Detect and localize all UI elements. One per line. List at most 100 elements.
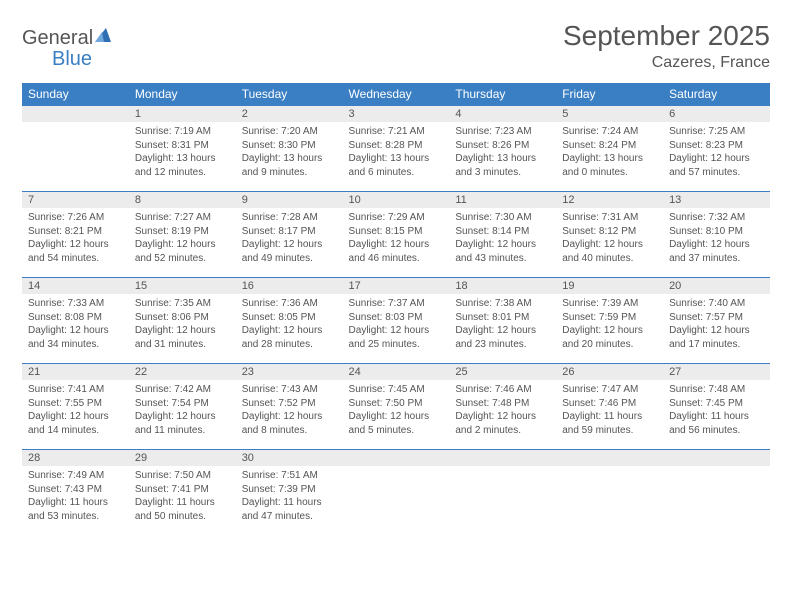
calendar-day-cell: 14Sunrise: 7:33 AMSunset: 8:08 PMDayligh… bbox=[22, 278, 129, 364]
calendar-day-cell: 15Sunrise: 7:35 AMSunset: 8:06 PMDayligh… bbox=[129, 278, 236, 364]
day-details: Sunrise: 7:24 AMSunset: 8:24 PMDaylight:… bbox=[556, 122, 663, 183]
weekday-header: Tuesday bbox=[236, 83, 343, 106]
calendar-table: SundayMondayTuesdayWednesdayThursdayFrid… bbox=[22, 83, 770, 536]
calendar-day-cell: 1Sunrise: 7:19 AMSunset: 8:31 PMDaylight… bbox=[129, 106, 236, 192]
weekday-header: Sunday bbox=[22, 83, 129, 106]
day-number: 14 bbox=[22, 278, 129, 294]
day-number: 12 bbox=[556, 192, 663, 208]
calendar-empty-cell bbox=[22, 106, 129, 192]
day-number: 4 bbox=[449, 106, 556, 122]
day-details: Sunrise: 7:36 AMSunset: 8:05 PMDaylight:… bbox=[236, 294, 343, 355]
day-details: Sunrise: 7:38 AMSunset: 8:01 PMDaylight:… bbox=[449, 294, 556, 355]
day-number: 10 bbox=[343, 192, 450, 208]
day-number: 5 bbox=[556, 106, 663, 122]
calendar-day-cell: 25Sunrise: 7:46 AMSunset: 7:48 PMDayligh… bbox=[449, 364, 556, 450]
day-number: 21 bbox=[22, 364, 129, 380]
calendar-body: 1Sunrise: 7:19 AMSunset: 8:31 PMDaylight… bbox=[22, 106, 770, 536]
logo-text-blue: Blue bbox=[52, 48, 92, 70]
day-number: 11 bbox=[449, 192, 556, 208]
day-number: 23 bbox=[236, 364, 343, 380]
weekday-header: Thursday bbox=[449, 83, 556, 106]
calendar-day-cell: 19Sunrise: 7:39 AMSunset: 7:59 PMDayligh… bbox=[556, 278, 663, 364]
day-details: Sunrise: 7:51 AMSunset: 7:39 PMDaylight:… bbox=[236, 466, 343, 527]
day-details: Sunrise: 7:30 AMSunset: 8:14 PMDaylight:… bbox=[449, 208, 556, 269]
calendar-day-cell: 26Sunrise: 7:47 AMSunset: 7:46 PMDayligh… bbox=[556, 364, 663, 450]
calendar-day-cell: 20Sunrise: 7:40 AMSunset: 7:57 PMDayligh… bbox=[663, 278, 770, 364]
logo: General bbox=[22, 20, 115, 50]
day-details: Sunrise: 7:49 AMSunset: 7:43 PMDaylight:… bbox=[22, 466, 129, 527]
day-details: Sunrise: 7:26 AMSunset: 8:21 PMDaylight:… bbox=[22, 208, 129, 269]
day-number: 28 bbox=[22, 450, 129, 466]
calendar-day-cell: 11Sunrise: 7:30 AMSunset: 8:14 PMDayligh… bbox=[449, 192, 556, 278]
day-details: Sunrise: 7:40 AMSunset: 7:57 PMDaylight:… bbox=[663, 294, 770, 355]
day-number: 16 bbox=[236, 278, 343, 294]
day-number: 26 bbox=[556, 364, 663, 380]
weekday-header: Wednesday bbox=[343, 83, 450, 106]
day-details: Sunrise: 7:35 AMSunset: 8:06 PMDaylight:… bbox=[129, 294, 236, 355]
day-details: Sunrise: 7:27 AMSunset: 8:19 PMDaylight:… bbox=[129, 208, 236, 269]
calendar-week-row: 21Sunrise: 7:41 AMSunset: 7:55 PMDayligh… bbox=[22, 364, 770, 450]
weekday-header-row: SundayMondayTuesdayWednesdayThursdayFrid… bbox=[22, 83, 770, 106]
day-number bbox=[663, 450, 770, 466]
day-details: Sunrise: 7:42 AMSunset: 7:54 PMDaylight:… bbox=[129, 380, 236, 441]
calendar-empty-cell bbox=[343, 450, 450, 536]
day-details: Sunrise: 7:48 AMSunset: 7:45 PMDaylight:… bbox=[663, 380, 770, 441]
day-number: 24 bbox=[343, 364, 450, 380]
day-number bbox=[343, 450, 450, 466]
day-details: Sunrise: 7:32 AMSunset: 8:10 PMDaylight:… bbox=[663, 208, 770, 269]
day-number: 19 bbox=[556, 278, 663, 294]
calendar-day-cell: 7Sunrise: 7:26 AMSunset: 8:21 PMDaylight… bbox=[22, 192, 129, 278]
day-details: Sunrise: 7:45 AMSunset: 7:50 PMDaylight:… bbox=[343, 380, 450, 441]
day-details: Sunrise: 7:37 AMSunset: 8:03 PMDaylight:… bbox=[343, 294, 450, 355]
day-number: 8 bbox=[129, 192, 236, 208]
calendar-day-cell: 16Sunrise: 7:36 AMSunset: 8:05 PMDayligh… bbox=[236, 278, 343, 364]
day-number: 6 bbox=[663, 106, 770, 122]
day-details: Sunrise: 7:31 AMSunset: 8:12 PMDaylight:… bbox=[556, 208, 663, 269]
day-details: Sunrise: 7:33 AMSunset: 8:08 PMDaylight:… bbox=[22, 294, 129, 355]
calendar-empty-cell bbox=[556, 450, 663, 536]
calendar-day-cell: 27Sunrise: 7:48 AMSunset: 7:45 PMDayligh… bbox=[663, 364, 770, 450]
calendar-day-cell: 4Sunrise: 7:23 AMSunset: 8:26 PMDaylight… bbox=[449, 106, 556, 192]
calendar-page: General September 2025 Cazeres, France B… bbox=[0, 0, 792, 536]
calendar-day-cell: 24Sunrise: 7:45 AMSunset: 7:50 PMDayligh… bbox=[343, 364, 450, 450]
day-number bbox=[556, 450, 663, 466]
calendar-week-row: 28Sunrise: 7:49 AMSunset: 7:43 PMDayligh… bbox=[22, 450, 770, 536]
day-number: 15 bbox=[129, 278, 236, 294]
day-number: 18 bbox=[449, 278, 556, 294]
day-number: 22 bbox=[129, 364, 236, 380]
logo-sail-icon bbox=[93, 26, 113, 50]
day-details: Sunrise: 7:20 AMSunset: 8:30 PMDaylight:… bbox=[236, 122, 343, 183]
day-number: 20 bbox=[663, 278, 770, 294]
calendar-day-cell: 6Sunrise: 7:25 AMSunset: 8:23 PMDaylight… bbox=[663, 106, 770, 192]
day-number: 2 bbox=[236, 106, 343, 122]
calendar-week-row: 1Sunrise: 7:19 AMSunset: 8:31 PMDaylight… bbox=[22, 106, 770, 192]
calendar-day-cell: 8Sunrise: 7:27 AMSunset: 8:19 PMDaylight… bbox=[129, 192, 236, 278]
calendar-day-cell: 10Sunrise: 7:29 AMSunset: 8:15 PMDayligh… bbox=[343, 192, 450, 278]
day-details: Sunrise: 7:28 AMSunset: 8:17 PMDaylight:… bbox=[236, 208, 343, 269]
weekday-header: Friday bbox=[556, 83, 663, 106]
calendar-empty-cell bbox=[663, 450, 770, 536]
day-number: 30 bbox=[236, 450, 343, 466]
calendar-day-cell: 21Sunrise: 7:41 AMSunset: 7:55 PMDayligh… bbox=[22, 364, 129, 450]
calendar-day-cell: 5Sunrise: 7:24 AMSunset: 8:24 PMDaylight… bbox=[556, 106, 663, 192]
calendar-day-cell: 3Sunrise: 7:21 AMSunset: 8:28 PMDaylight… bbox=[343, 106, 450, 192]
day-number: 9 bbox=[236, 192, 343, 208]
day-number: 25 bbox=[449, 364, 556, 380]
calendar-empty-cell bbox=[449, 450, 556, 536]
day-number: 17 bbox=[343, 278, 450, 294]
day-details: Sunrise: 7:50 AMSunset: 7:41 PMDaylight:… bbox=[129, 466, 236, 527]
weekday-header: Saturday bbox=[663, 83, 770, 106]
day-details: Sunrise: 7:29 AMSunset: 8:15 PMDaylight:… bbox=[343, 208, 450, 269]
day-details: Sunrise: 7:25 AMSunset: 8:23 PMDaylight:… bbox=[663, 122, 770, 183]
day-details: Sunrise: 7:21 AMSunset: 8:28 PMDaylight:… bbox=[343, 122, 450, 183]
calendar-day-cell: 18Sunrise: 7:38 AMSunset: 8:01 PMDayligh… bbox=[449, 278, 556, 364]
calendar-week-row: 7Sunrise: 7:26 AMSunset: 8:21 PMDaylight… bbox=[22, 192, 770, 278]
calendar-day-cell: 23Sunrise: 7:43 AMSunset: 7:52 PMDayligh… bbox=[236, 364, 343, 450]
day-details: Sunrise: 7:23 AMSunset: 8:26 PMDaylight:… bbox=[449, 122, 556, 183]
calendar-day-cell: 30Sunrise: 7:51 AMSunset: 7:39 PMDayligh… bbox=[236, 450, 343, 536]
day-number: 27 bbox=[663, 364, 770, 380]
calendar-day-cell: 13Sunrise: 7:32 AMSunset: 8:10 PMDayligh… bbox=[663, 192, 770, 278]
day-details: Sunrise: 7:41 AMSunset: 7:55 PMDaylight:… bbox=[22, 380, 129, 441]
calendar-week-row: 14Sunrise: 7:33 AMSunset: 8:08 PMDayligh… bbox=[22, 278, 770, 364]
day-number: 3 bbox=[343, 106, 450, 122]
